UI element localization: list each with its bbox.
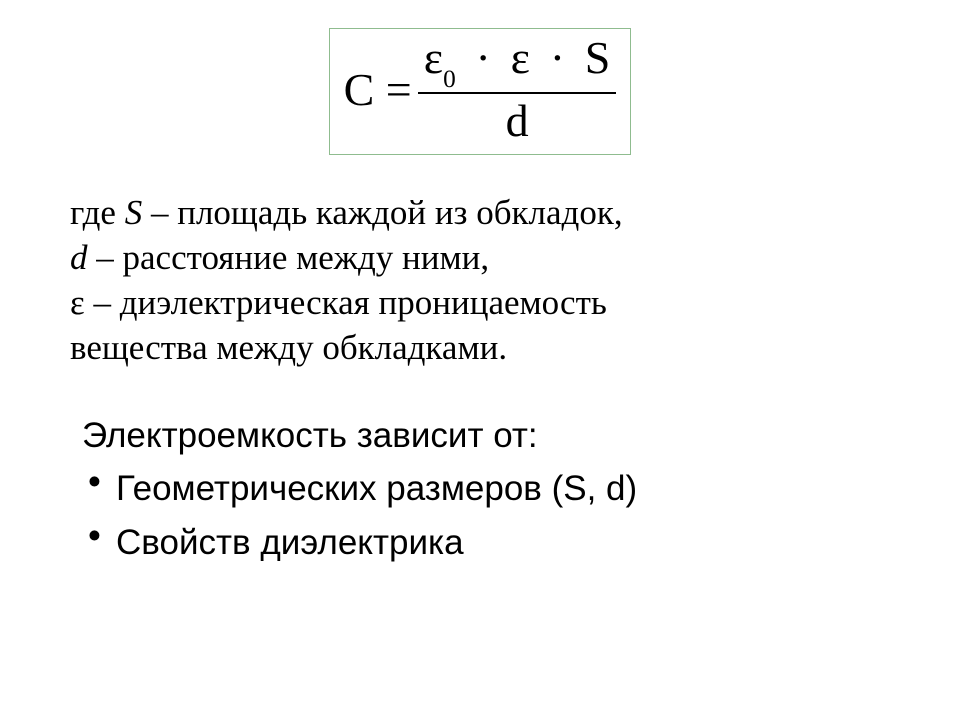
formula-container: C = ε0 · ε · S d (0, 28, 960, 155)
formula-lhs: C = (344, 67, 412, 113)
definition-line-4: вещества между обкладками. (70, 326, 890, 371)
definition-line-2: d – расстояние между ними, (70, 236, 890, 281)
list-item: Свойств диэлектрика (82, 518, 890, 568)
slide: C = ε0 · ε · S d где S – площадь кажд (0, 0, 960, 720)
symbol-eps0-eps: ε0 (424, 32, 467, 83)
dependence-list: Геометрических размеров (S, d) Свойств д… (82, 464, 890, 567)
mult-dot-1: · (467, 32, 499, 83)
fraction: ε0 · ε · S d (418, 35, 617, 144)
symbol-eps: ε (511, 32, 530, 83)
symbol-d-inline: d (70, 238, 88, 277)
mult-dot-2: · (541, 32, 573, 83)
denominator: d (500, 98, 535, 144)
definitions-block: где S – площадь каждой из обкладок, d – … (0, 191, 960, 370)
numerator: ε0 · ε · S (418, 35, 617, 88)
dependence-block: Электроемкость зависит от: Геометрически… (0, 371, 960, 568)
symbol-eps-inline: ε (70, 283, 85, 322)
formula-box: C = ε0 · ε · S d (329, 28, 632, 155)
symbol-C: C (344, 64, 375, 115)
dependence-heading: Электроемкость зависит от: (82, 411, 890, 461)
definition-line-1: где S – площадь каждой из обкладок, (70, 191, 890, 236)
symbol-S-inline: S (125, 193, 143, 232)
equals-sign: = (386, 64, 412, 115)
list-item: Геометрических размеров (S, d) (82, 464, 890, 514)
definition-line-3: ε – диэлектрическая проницаемость (70, 281, 890, 326)
symbol-S: S (585, 32, 611, 83)
